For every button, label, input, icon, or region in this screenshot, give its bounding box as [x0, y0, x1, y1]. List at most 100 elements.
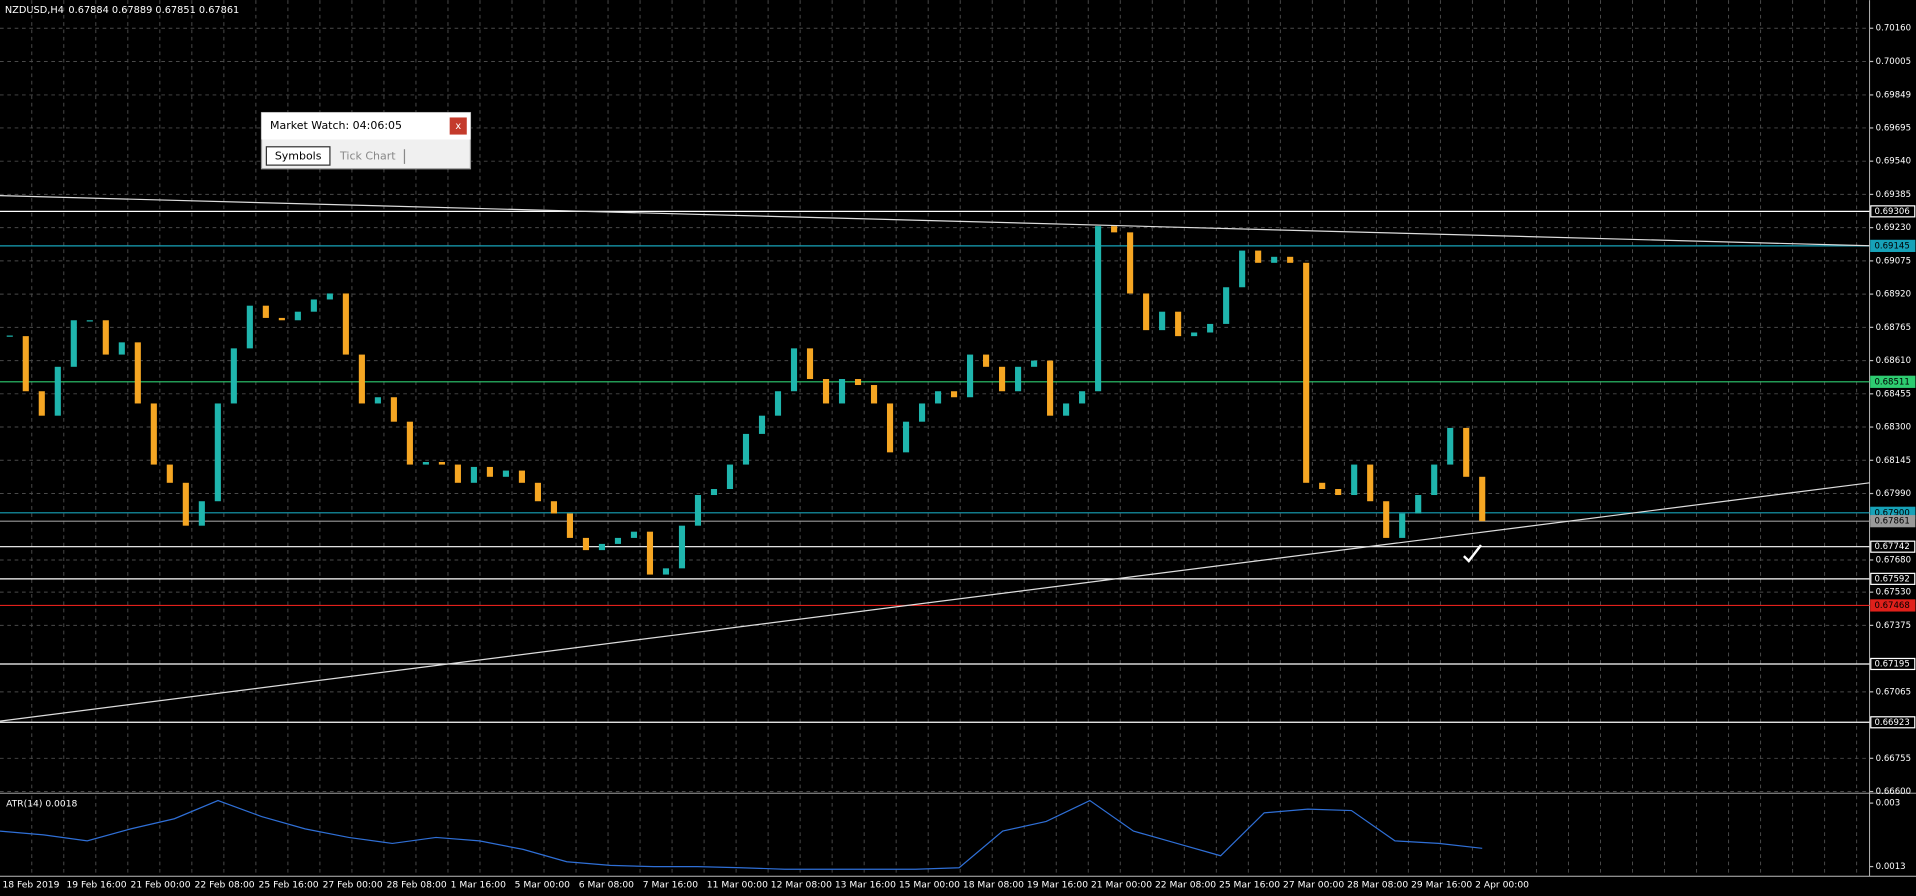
y-tick-label: 0.68455: [1876, 389, 1911, 399]
price-level-label: 0.67468: [1874, 601, 1909, 611]
candle: [1047, 360, 1054, 416]
price-level-label: 0.66923: [1874, 718, 1909, 728]
candle: [22, 336, 29, 392]
candle: [118, 342, 125, 355]
candle: [102, 320, 109, 355]
candle: [214, 403, 221, 502]
candle: [951, 391, 958, 398]
price-level-label: 0.68511: [1874, 377, 1909, 387]
candle: [1063, 403, 1070, 416]
x-tick-label: 19 Feb 16:00: [66, 879, 126, 890]
y-tick-label: 0.66600: [1876, 787, 1911, 797]
candle: [1415, 495, 1422, 514]
price-level-label: 0.67742: [1874, 542, 1909, 552]
tab-symbols[interactable]: [265, 146, 331, 166]
price-level-tag: [1870, 599, 1916, 612]
candle: [838, 379, 846, 404]
x-tick-label: 12 Mar 08:00: [771, 879, 832, 890]
x-tick-label: 21 Mar 00:00: [1091, 879, 1152, 890]
candle: [1143, 293, 1150, 331]
candle: [150, 403, 157, 465]
x-tick-label: 18 Feb 2019: [2, 879, 59, 890]
candle: [326, 293, 333, 300]
price-level-label: 0.67195: [1874, 659, 1909, 669]
candle: [1111, 226, 1118, 233]
candle: [278, 317, 285, 321]
candle: [582, 537, 590, 551]
close-button[interactable]: [449, 117, 467, 135]
candle: [710, 489, 718, 496]
candle: [726, 464, 734, 490]
candle: [1271, 256, 1278, 263]
candle: [1431, 464, 1438, 496]
y-tick-label: 0.67530: [1876, 588, 1911, 598]
candle: [1239, 250, 1246, 288]
candle: [550, 501, 557, 514]
candle: [1351, 464, 1358, 496]
atr-tick-label: 0.003: [1876, 799, 1900, 809]
candle: [198, 501, 205, 526]
tab-label[interactable]: Tick Chart: [339, 150, 396, 163]
x-tick-label: 13 Mar 16:00: [835, 879, 896, 890]
x-tick-label: 27 Feb 00:00: [323, 879, 383, 890]
candle: [646, 531, 654, 575]
candle: [1479, 476, 1486, 522]
x-tick-label: 22 Feb 08:00: [195, 879, 255, 890]
price-level-label: 0.69306: [1874, 207, 1909, 217]
candle: [54, 366, 61, 416]
y-tick-label: 0.68765: [1876, 323, 1911, 333]
atr-tick-label: 0.0013: [1876, 862, 1906, 872]
x-tick-label: 22 Mar 08:00: [1155, 879, 1216, 890]
ohlc: 0.67884 0.67889 0.67851 0.67861: [68, 5, 239, 16]
x-tick-label: 7 Mar 16:00: [643, 879, 698, 890]
x-tick-label: 19 Mar 16:00: [1027, 879, 1088, 890]
check-mark: [1463, 544, 1482, 563]
candle: [1319, 482, 1326, 490]
y-tick-label: 0.67680: [1876, 555, 1911, 565]
atr-label: ATR(14) 0.0018: [6, 799, 77, 810]
candle: [678, 525, 686, 569]
candle: [999, 366, 1006, 392]
tab-label: Symbols: [275, 150, 322, 163]
atr-line: [0, 799, 1483, 870]
price-level-label: 0.67861: [1874, 517, 1909, 527]
candle: [967, 354, 974, 398]
candle: [1159, 311, 1166, 331]
candle: [983, 354, 990, 367]
candle: [1079, 391, 1086, 404]
candle: [742, 433, 750, 465]
y-tick-label: 0.67065: [1876, 687, 1911, 697]
candle: [1287, 256, 1294, 263]
x-tick-label: 18 Mar 08:00: [963, 879, 1024, 890]
candle: [422, 461, 429, 465]
x-tick-label: 6 Mar 08:00: [579, 879, 634, 890]
price-level-label: 0.69145: [1874, 241, 1909, 251]
price-level-tag: [1870, 572, 1916, 585]
market-watch[interactable]: Market Watch: 04:06:05 x Symbols Tick Ch…: [260, 111, 472, 170]
x-tick-label: 27 Mar 00:00: [1283, 879, 1344, 890]
candle: [1463, 427, 1470, 477]
candle: [1367, 464, 1374, 502]
candle: [630, 531, 638, 538]
x-tick-label: 5 Mar 00:00: [515, 879, 570, 890]
price-level-tag: [1870, 239, 1916, 252]
price-level-tag: [1870, 205, 1916, 218]
candle: [38, 391, 45, 416]
price-level-tag: [1870, 540, 1916, 553]
y-tick-label: 0.69849: [1876, 90, 1911, 100]
candle: [774, 391, 782, 416]
x-tick-label: 21 Feb 00:00: [131, 879, 191, 890]
candle: [134, 342, 141, 404]
candle: [870, 385, 878, 404]
trendline: [0, 195, 1870, 247]
candle: [854, 379, 862, 386]
x-tick-label: 11 Mar 00:00: [707, 879, 768, 890]
y-tick-label: 0.70005: [1876, 57, 1911, 67]
candle: [1191, 332, 1198, 337]
y-tick-label: 0.69385: [1876, 190, 1911, 200]
y-tick-label: 0.69695: [1876, 123, 1911, 133]
x-tick-label: 25 Mar 16:00: [1219, 879, 1280, 890]
x-tick-label: 25 Feb 16:00: [259, 879, 319, 890]
